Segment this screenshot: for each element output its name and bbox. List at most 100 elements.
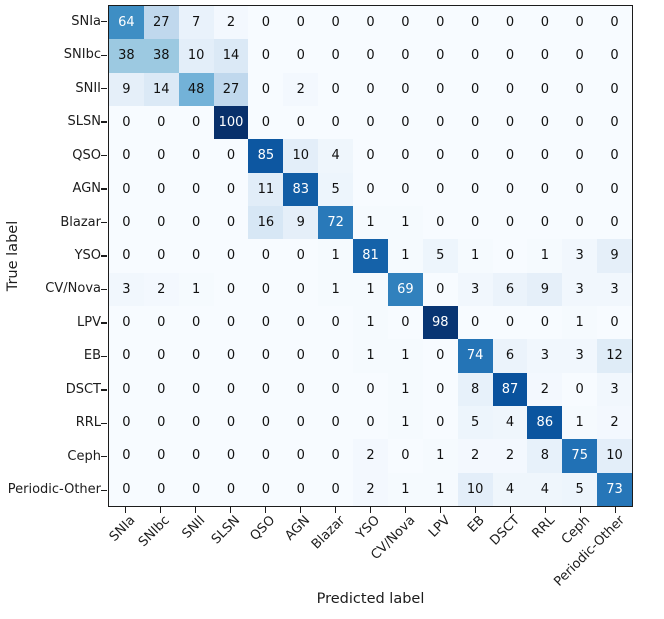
matrix-cell: 0 bbox=[248, 6, 284, 40]
matrix-cell: 0 bbox=[597, 139, 632, 173]
matrix-cell: 0 bbox=[248, 72, 284, 106]
matrix-cell: 0 bbox=[387, 6, 423, 40]
matrix-cell: 0 bbox=[109, 439, 144, 473]
y-axis-tick bbox=[101, 188, 107, 190]
matrix-cell: 0 bbox=[248, 272, 284, 306]
matrix-cell: 0 bbox=[318, 6, 354, 40]
matrix-cell: 0 bbox=[178, 205, 214, 240]
matrix-cell: 0 bbox=[143, 172, 179, 206]
matrix-cell: 0 bbox=[213, 139, 249, 173]
matrix-cell: 0 bbox=[597, 72, 632, 106]
matrix-cell: 0 bbox=[213, 372, 249, 406]
matrix-cell: 1 bbox=[387, 405, 423, 440]
matrix-cell: 0 bbox=[562, 39, 598, 73]
matrix-cell: 0 bbox=[109, 172, 144, 206]
matrix-cell: 1 bbox=[387, 472, 423, 506]
y-axis-tick bbox=[101, 154, 107, 157]
y-tick-label: Ceph bbox=[67, 448, 101, 464]
matrix-cell: 2 bbox=[492, 439, 528, 473]
matrix-cell: 0 bbox=[597, 172, 632, 206]
matrix-cell: 2 bbox=[213, 6, 249, 40]
matrix-cell: 0 bbox=[248, 239, 284, 273]
y-tick-label: SNIbc bbox=[63, 47, 101, 63]
y-axis-tick bbox=[101, 422, 107, 425]
matrix-cell: 0 bbox=[248, 105, 284, 140]
matrix-cell: 87 bbox=[492, 372, 528, 406]
matrix-cell: 0 bbox=[457, 305, 493, 340]
matrix-cell: 98 bbox=[422, 305, 458, 340]
matrix-cell: 0 bbox=[283, 239, 319, 273]
matrix-cell: 0 bbox=[527, 39, 563, 73]
x-axis-tick bbox=[614, 507, 617, 513]
matrix-cell: 0 bbox=[178, 472, 214, 506]
matrix-cell: 0 bbox=[457, 72, 493, 106]
x-tick-label: EB bbox=[465, 513, 489, 536]
matrix-cell: 0 bbox=[457, 105, 493, 140]
matrix-cell: 72 bbox=[318, 205, 354, 240]
matrix-cell: 2 bbox=[143, 272, 179, 306]
matrix-cell: 10 bbox=[283, 139, 319, 173]
matrix-cell: 0 bbox=[562, 6, 598, 40]
matrix-cell: 16 bbox=[248, 205, 284, 240]
matrix-cell: 0 bbox=[562, 372, 598, 406]
matrix-cell: 0 bbox=[109, 339, 144, 373]
matrix-cell: 0 bbox=[143, 339, 179, 373]
matrix-cell: 0 bbox=[387, 305, 423, 340]
y-tick-label: SNII bbox=[75, 80, 101, 96]
y-axis-tick bbox=[101, 389, 107, 391]
matrix-cell: 0 bbox=[492, 139, 528, 173]
x-axis-tick bbox=[194, 507, 197, 513]
matrix-cell: 2 bbox=[457, 439, 493, 473]
matrix-cell: 8 bbox=[457, 372, 493, 406]
y-axis-tick bbox=[101, 255, 107, 257]
matrix-cell: 0 bbox=[248, 339, 284, 373]
matrix-cell: 0 bbox=[562, 139, 598, 173]
matrix-cell: 0 bbox=[213, 339, 249, 373]
matrix-cell: 0 bbox=[597, 6, 632, 40]
matrix-cell: 0 bbox=[422, 339, 458, 373]
matrix-cell: 83 bbox=[283, 172, 319, 206]
matrix-cell: 14 bbox=[213, 39, 249, 73]
x-tick-label: SLSN bbox=[208, 513, 244, 548]
matrix-cell: 0 bbox=[387, 72, 423, 106]
x-axis-label: Predicted label bbox=[316, 591, 425, 607]
y-tick-label: AGN bbox=[72, 181, 101, 197]
matrix-cell: 0 bbox=[527, 105, 563, 140]
x-axis-tick bbox=[509, 507, 512, 513]
matrix-cell: 0 bbox=[492, 105, 528, 140]
x-tick-label: LPV bbox=[425, 513, 454, 541]
matrix-cell: 2 bbox=[353, 472, 388, 506]
matrix-cell: 1 bbox=[353, 305, 388, 340]
matrix-cell: 0 bbox=[422, 39, 458, 73]
matrix-cell: 0 bbox=[422, 372, 458, 406]
matrix-cell: 0 bbox=[248, 39, 284, 73]
matrix-cell: 0 bbox=[492, 205, 528, 240]
matrix-cell: 0 bbox=[318, 72, 354, 106]
matrix-cell: 0 bbox=[109, 239, 144, 273]
matrix-cell: 12 bbox=[597, 339, 632, 373]
matrix-cell: 0 bbox=[248, 405, 284, 440]
matrix-cell: 0 bbox=[422, 172, 458, 206]
matrix-cell: 0 bbox=[143, 405, 179, 440]
matrix-cell: 0 bbox=[318, 39, 354, 73]
matrix-cell: 0 bbox=[422, 205, 458, 240]
matrix-cell: 1 bbox=[387, 205, 423, 240]
matrix-cell: 0 bbox=[318, 439, 354, 473]
x-axis-tick bbox=[334, 507, 337, 513]
matrix-cell: 1 bbox=[353, 205, 388, 240]
matrix-cell: 0 bbox=[422, 272, 458, 306]
matrix-cell: 1 bbox=[422, 472, 458, 506]
matrix-cell: 0 bbox=[457, 6, 493, 40]
matrix-cell: 0 bbox=[387, 172, 423, 206]
matrix-cell: 0 bbox=[109, 305, 144, 340]
matrix-cell: 0 bbox=[283, 6, 319, 40]
x-tick-label: AGN bbox=[282, 513, 314, 544]
matrix-cell: 6 bbox=[492, 272, 528, 306]
matrix-cell: 0 bbox=[283, 305, 319, 340]
matrix-cell: 0 bbox=[457, 139, 493, 173]
x-axis-tick bbox=[159, 507, 162, 513]
matrix-cell: 0 bbox=[213, 205, 249, 240]
matrix-cell: 1 bbox=[457, 239, 493, 273]
y-tick-label: QSO bbox=[72, 147, 101, 163]
matrix-cell: 0 bbox=[527, 139, 563, 173]
